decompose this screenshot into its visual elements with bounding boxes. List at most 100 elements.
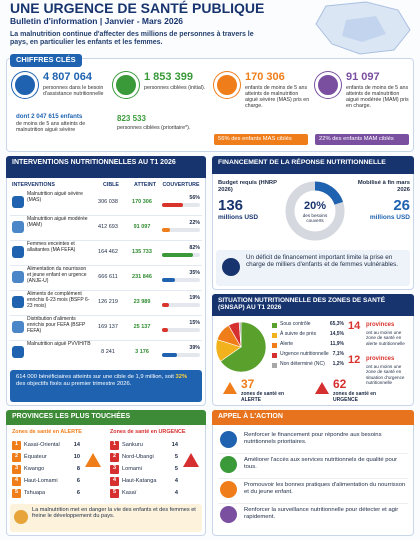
legend-name: Urgence nutritionnelle <box>280 351 329 357</box>
zone-label: zones de santé en URGENCE <box>333 391 377 403</box>
coverage-label: 35% <box>189 270 200 276</box>
province-desc: ont au moins une zone de santé en alerte… <box>366 330 405 346</box>
coverage-track <box>162 303 200 307</box>
row-icon <box>12 221 24 233</box>
band: APPEL À L'ACTION <box>212 410 414 425</box>
row-reached: 91 097 <box>133 224 151 230</box>
band: INTERVENTIONS NUTRITIONNELLES AU T1 2026 <box>6 156 206 178</box>
action-icon <box>220 456 237 473</box>
required-unit: millions USD <box>218 214 259 221</box>
action-item: Renforcer le financement pour répondre a… <box>244 432 382 445</box>
figure-value: 4 807 064 <box>43 71 92 83</box>
province-zones: 14 <box>171 442 178 448</box>
icon <box>113 72 139 98</box>
row-target: 169 137 <box>98 324 118 330</box>
column-header: CIBLE <box>103 182 119 188</box>
action-item: Améliorer l'accès aux services nutrition… <box>244 457 398 470</box>
action-item: Renforcer la surveillance nutritionnelle… <box>244 507 399 520</box>
row-reached: 170 306 <box>132 199 152 205</box>
province-name: Sankuru <box>122 442 143 448</box>
figure-badge: 56% des enfants MAS ciblés <box>214 134 308 145</box>
footer-icon <box>14 510 28 524</box>
row-target: 164 462 <box>98 249 118 255</box>
row-name: Distribution d'aliments enrichis pour FE… <box>27 316 86 334</box>
figure-label: enfants de moins de 5 ans atteints de ma… <box>245 85 310 110</box>
row-icon <box>12 246 24 258</box>
row-reached: 25 137 <box>133 324 151 330</box>
action-item: Promouvoir les bonnes pratiques d'alimen… <box>244 482 406 495</box>
row-name: Aliments de complément enrichis 6-23 moi… <box>27 291 90 309</box>
warning-triangle <box>183 453 199 467</box>
figure-label: enfants de moins de 5 ans atteints de ma… <box>346 85 409 110</box>
zone-label: zones de santé en ALERTE <box>241 391 285 403</box>
pie-slice <box>220 321 267 373</box>
province-zones: 6 <box>76 478 80 484</box>
required-value: 136 <box>218 197 244 214</box>
legend-swatch <box>272 353 277 358</box>
summary: 614 000 bénéficiaires atteints sur une c… <box>10 370 202 402</box>
row-divider <box>10 290 202 291</box>
band: SITUATION NUTRITIONNELLE DES ZONES DE SA… <box>212 294 414 316</box>
province-unit: provinces <box>366 322 395 328</box>
warning-icon <box>315 382 329 394</box>
rank: 5 <box>12 489 21 498</box>
coverage-label: 19% <box>189 295 200 301</box>
province-zones: 6 <box>76 490 80 496</box>
figure-label: personnes dans le besoin d'assistance nu… <box>43 85 104 98</box>
province-name: Kasaï <box>122 490 137 496</box>
legend-swatch <box>272 363 277 368</box>
legend-name: Alerte <box>280 341 294 347</box>
donut-arc <box>314 181 344 205</box>
figure-sub-value: dont 2 047 615 enfants <box>16 113 83 120</box>
action-icon <box>220 481 237 498</box>
legend-value: 1,2% <box>332 361 344 367</box>
note-icon <box>222 258 240 276</box>
coverage-bar <box>162 303 170 307</box>
coverage-bar <box>162 278 176 282</box>
row-target: 412 693 <box>98 224 118 230</box>
note: Un déficit de financement important limi… <box>246 254 399 269</box>
mobilized-unit: millions USD <box>369 214 410 221</box>
band: FINANCEMENT DE LA RÉPONSE NUTRITIONNELLE <box>212 156 414 174</box>
province-name: Haut-Lomami <box>24 478 58 484</box>
donut <box>285 181 345 241</box>
figure-sub-label: de moins de 5 ans atteints de malnutriti… <box>16 121 86 134</box>
zone-count: 62 <box>333 377 347 391</box>
footer: La malnutrition met en danger la vie des… <box>32 507 196 520</box>
group-title: Zones de santé en ALERTE <box>12 429 82 435</box>
coverage-label: 82% <box>189 245 200 251</box>
coverage-bar <box>162 253 194 257</box>
icon <box>214 72 240 98</box>
note-bg <box>216 250 410 286</box>
summary-highlight: 32% <box>175 374 188 380</box>
coverage-track <box>162 353 200 357</box>
row-reached: 3 176 <box>135 349 149 355</box>
donut-value: 20% <box>303 200 327 212</box>
column-header: COUVERTURE <box>162 182 200 188</box>
item-divider <box>218 453 408 454</box>
province-name: Haut-Katanga <box>122 478 157 484</box>
map-decoration <box>315 1 411 55</box>
province-name: Lomami <box>122 466 142 472</box>
subtitle: Bulletin d'information | Janvier - Mars … <box>10 16 184 26</box>
province-zones: 4 <box>174 478 178 484</box>
coverage-bar <box>162 228 171 232</box>
intro: La malnutrition continue d'affecter des … <box>10 31 254 47</box>
coverage-label: 56% <box>189 195 200 201</box>
coverage-track <box>162 328 200 332</box>
row-name: Malnutrition aiguë sévère (MAS) <box>27 191 83 203</box>
row-name: Malnutrition aiguë modérée (MAM) <box>27 216 88 228</box>
coverage-label: 22% <box>189 220 200 226</box>
province-zones: 14 <box>73 442 80 448</box>
icon <box>315 72 341 98</box>
warning-triangle <box>315 382 329 394</box>
row-target: 666 611 <box>98 274 118 280</box>
column-header: INTERVENTIONS <box>12 182 55 188</box>
row-name: Alimentation du nourrisson et jeune enfa… <box>27 266 87 284</box>
row-icon <box>12 296 24 308</box>
legend-value: 11,9% <box>330 341 344 347</box>
figure-badge: 22% des enfants MAM ciblés <box>315 134 409 145</box>
row-reached: 135 733 <box>132 249 152 255</box>
band: PROVINCES LES PLUS TOUCHÉES <box>6 410 206 425</box>
